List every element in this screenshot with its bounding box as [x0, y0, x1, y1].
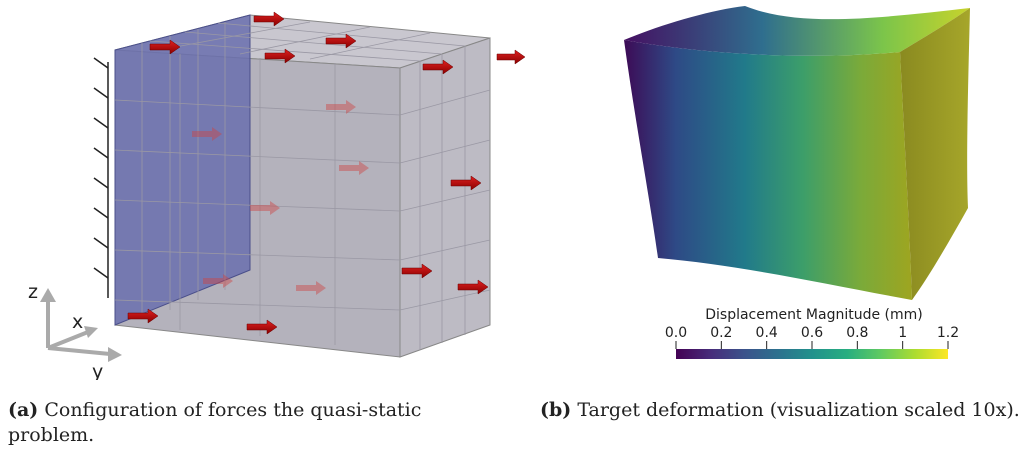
force-arrow	[401, 263, 433, 279]
force-arrow	[264, 48, 296, 64]
fixed-face	[114, 14, 251, 326]
colorbar-tick-label: 0.2	[710, 325, 732, 341]
deformed-body	[624, 6, 970, 300]
colorbar-tick-label: 0.6	[801, 325, 823, 341]
axis-label-x: x	[72, 311, 83, 333]
axis-label-z: z	[28, 281, 38, 303]
force-arrow	[246, 319, 278, 335]
force-arrow-hidden	[339, 161, 369, 175]
force-arrow-hidden	[203, 274, 233, 288]
force-configuration-figure: z x y	[0, 0, 540, 383]
force-arrow-hidden	[326, 100, 356, 114]
colorbar-tick-label: 0.0	[665, 325, 687, 341]
colorbar-tick-label: 0.4	[756, 325, 778, 341]
force-configuration-diagram: z x y	[28, 11, 526, 383]
fixed-wall-hatching	[93, 57, 109, 298]
force-arrow	[253, 11, 285, 27]
colorbar-tick-label: 0.8	[846, 325, 868, 341]
caption-a: (a) Configuration of forces the quasi-st…	[8, 398, 508, 448]
caption-a-text: Configuration of forces the quasi-static…	[8, 399, 422, 446]
colorbar-tick-labels: 0.0 0.2 0.4 0.6 0.8 1 1.2	[665, 325, 959, 341]
colorbar-tick-label: 1	[898, 325, 907, 341]
colorbar-gradient	[676, 349, 948, 359]
deformed-front-face	[624, 40, 912, 300]
colorbar-tick-label: 1.2	[937, 325, 959, 341]
force-arrow	[457, 279, 489, 295]
colorbar-tick-marks	[675, 341, 949, 349]
force-arrow	[496, 49, 526, 65]
force-arrow	[422, 59, 454, 75]
force-arrow	[149, 39, 181, 55]
deformed-top-face	[624, 6, 970, 56]
force-arrow	[450, 175, 482, 191]
force-arrows	[127, 11, 526, 335]
deformed-right-face	[900, 8, 970, 300]
mesh-grid	[114, 21, 491, 350]
caption-a-label: (a)	[8, 399, 39, 421]
colorbar-title: Displacement Magnitude (mm)	[705, 307, 923, 323]
caption-b: (b) Target deformation (visualization sc…	[540, 398, 1031, 423]
caption-b-text: Target deformation (visualization scaled…	[577, 399, 1020, 421]
hidden-force-arrows	[192, 100, 369, 295]
force-arrow-hidden	[192, 127, 222, 141]
target-deformation-figure: Displacement Magnitude (mm) 0.0 0.2 0.4 0.6…	[600, 0, 1031, 380]
caption-b-label: (b)	[540, 399, 572, 421]
force-arrow	[325, 33, 357, 49]
force-arrow-hidden	[296, 281, 326, 295]
colorbar: Displacement Magnitude (mm) 0.0 0.2 0.4 0.6…	[665, 307, 959, 359]
force-arrow	[127, 308, 159, 324]
cube-right-face	[399, 37, 491, 358]
force-arrow-hidden	[250, 201, 280, 215]
target-deformation-plot: Displacement Magnitude (mm) 0.0 0.2 0.4 0.6…	[624, 6, 970, 359]
axis-label-y: y	[92, 361, 103, 380]
coordinate-axes	[40, 288, 122, 362]
